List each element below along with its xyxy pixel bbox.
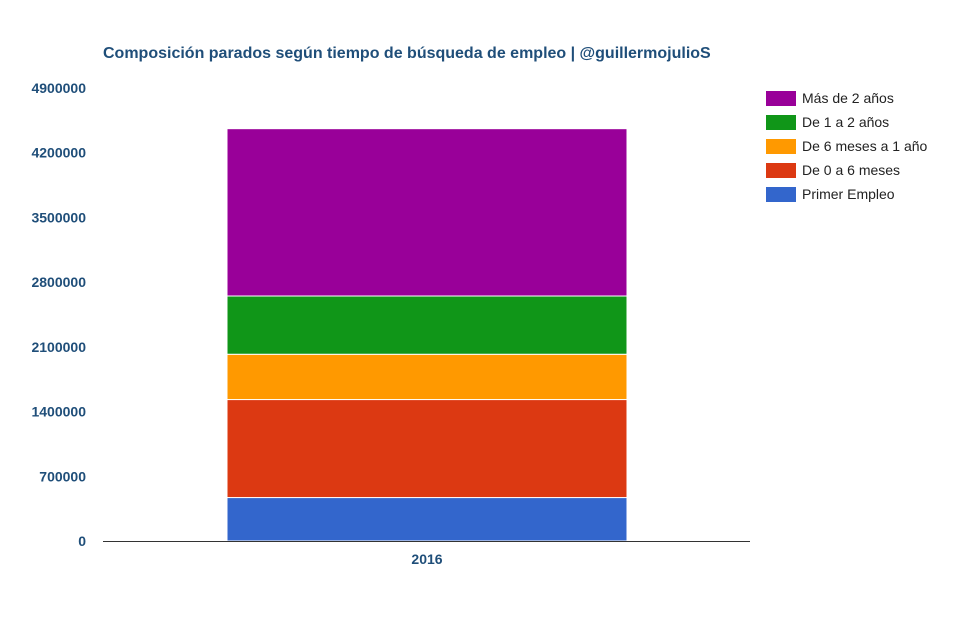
bar-segment-4[interactable]	[226, 128, 628, 297]
y-tick-label: 4900000	[31, 80, 86, 96]
y-tick-label: 2800000	[31, 274, 86, 290]
y-axis-ticks: 0 700000 1400000 2100000 2800000 3500000 42000…	[31, 80, 86, 549]
legend-item[interactable]: De 6 meses a 1 año	[766, 134, 927, 158]
legend-swatch	[766, 138, 796, 154]
y-tick-label: 4200000	[31, 145, 86, 161]
legend-item[interactable]: Más de 2 años	[766, 86, 927, 110]
stacked-bars	[226, 128, 628, 542]
y-tick-label: 2100000	[31, 339, 86, 355]
x-tick-label: 2016	[411, 551, 442, 567]
legend-label: Primer Empleo	[802, 186, 895, 202]
legend-item[interactable]: Primer Empleo	[766, 182, 927, 206]
x-axis-ticks: 2016	[411, 551, 442, 567]
bar-segment-3[interactable]	[226, 295, 628, 355]
legend-swatch	[766, 186, 796, 202]
legend-swatch	[766, 90, 796, 106]
bar-segment-1[interactable]	[226, 399, 628, 499]
bar-segment-0[interactable]	[226, 497, 628, 542]
legend-swatch	[766, 162, 796, 178]
legend-label: Más de 2 años	[802, 90, 894, 106]
y-tick-label: 0	[78, 533, 86, 549]
legend-label: De 1 a 2 años	[802, 114, 890, 130]
legend-swatch	[766, 114, 796, 130]
y-tick-label: 700000	[39, 468, 86, 484]
y-tick-label: 1400000	[31, 404, 86, 420]
chart-title: Composición parados según tiempo de búsq…	[103, 45, 711, 62]
legend-label: De 0 a 6 meses	[802, 162, 901, 178]
bar-segment-2[interactable]	[226, 353, 628, 401]
y-tick-label: 3500000	[31, 209, 86, 225]
legend-item[interactable]: De 1 a 2 años	[766, 110, 927, 134]
legend-item[interactable]: De 0 a 6 meses	[766, 158, 927, 182]
legend-label: De 6 meses a 1 año	[802, 138, 928, 154]
legend: Más de 2 años De 1 a 2 años De 6 meses a 1…	[766, 86, 927, 206]
